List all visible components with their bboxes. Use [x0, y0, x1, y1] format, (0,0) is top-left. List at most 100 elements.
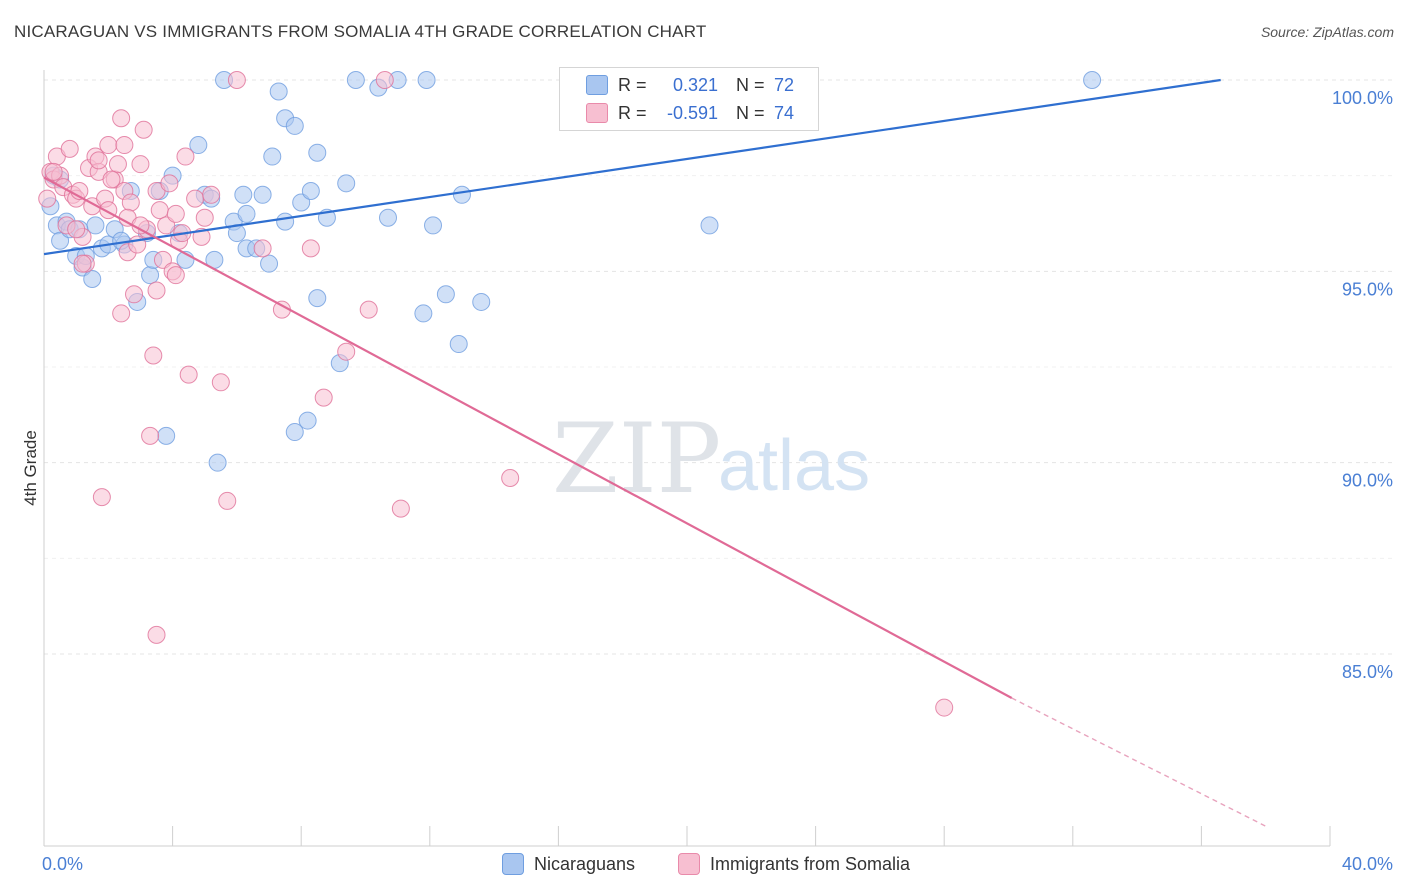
data-point	[112, 304, 131, 323]
data-point	[211, 373, 230, 392]
data-point	[1083, 71, 1102, 89]
data-point	[700, 216, 719, 235]
legend-row-nicaraguans: R = 0.321 N = 72	[560, 72, 794, 98]
data-point	[160, 174, 179, 193]
legend-label: Nicaraguans	[534, 853, 636, 874]
data-point	[253, 239, 272, 258]
data-point	[144, 346, 163, 365]
data-point	[391, 499, 410, 518]
legend-swatch-blue	[502, 853, 524, 875]
y-axis-title: 4th Grade	[21, 430, 40, 506]
data-point	[89, 151, 108, 170]
data-point	[51, 231, 70, 250]
legend-item-somalia[interactable]: Immigrants from Somalia	[678, 853, 910, 875]
legend-item-nicaraguans[interactable]: Nicaraguans	[502, 853, 635, 875]
chart-title: NICARAGUAN VS IMMIGRANTS FROM SOMALIA 4T…	[14, 22, 707, 41]
data-point	[157, 426, 176, 445]
axes	[43, 70, 1331, 847]
trend-line-extension	[1011, 697, 1267, 827]
data-point	[134, 120, 153, 139]
data-point	[298, 411, 317, 430]
data-point	[141, 266, 160, 285]
data-point	[414, 304, 433, 323]
data-point	[150, 201, 169, 220]
stats-legend: R = 0.321 N = 72 R = -0.591 N = 74	[559, 67, 819, 131]
x-tick-label: 0.0%	[42, 854, 83, 874]
data-point	[436, 285, 455, 304]
data-point	[218, 491, 237, 510]
data-point	[108, 155, 127, 174]
y-tick-label: 100.0%	[1332, 88, 1393, 108]
data-point	[195, 208, 214, 227]
data-point	[83, 269, 102, 288]
data-point	[189, 136, 208, 155]
data-point	[237, 204, 256, 223]
data-point	[157, 216, 176, 235]
trend-line	[43, 78, 1221, 256]
data-point	[501, 468, 520, 487]
series-somalia	[38, 71, 954, 717]
data-point	[935, 698, 954, 717]
data-point	[44, 162, 63, 181]
legend-n-value: 72	[774, 74, 795, 95]
data-point	[186, 189, 205, 208]
legend-swatch-blue	[586, 75, 608, 95]
data-point	[301, 239, 320, 258]
data-point	[112, 109, 131, 128]
y-tick-label: 90.0%	[1342, 471, 1393, 491]
data-point	[141, 426, 160, 445]
data-point	[166, 204, 185, 223]
data-point	[285, 116, 304, 135]
data-point	[147, 281, 166, 300]
data-point	[308, 143, 327, 162]
data-point	[472, 292, 491, 311]
data-point	[92, 488, 111, 507]
data-point	[263, 147, 282, 166]
legend-row-somalia: R = -0.591 N = 74	[560, 100, 794, 126]
source-label: Source: ZipAtlas.com	[1260, 24, 1394, 40]
data-point	[424, 216, 443, 235]
data-point	[253, 185, 272, 204]
data-point	[131, 155, 150, 174]
data-point	[121, 193, 140, 212]
data-point	[269, 82, 288, 101]
watermark-atlas: atlas	[718, 426, 870, 506]
data-point	[115, 136, 134, 155]
data-point	[99, 136, 118, 155]
data-point	[346, 71, 365, 89]
data-point	[301, 181, 320, 200]
legend-n-label: N =	[736, 102, 765, 123]
legend-r-label: R =	[618, 74, 647, 95]
data-point	[292, 193, 311, 212]
y-tick-label: 85.0%	[1342, 662, 1393, 682]
data-points	[38, 71, 1102, 717]
watermark: ZIP atlas	[552, 403, 870, 515]
data-point	[153, 250, 172, 269]
legend-r-label: R =	[618, 102, 647, 123]
data-point	[417, 71, 436, 89]
data-point	[208, 453, 227, 472]
data-point	[379, 208, 398, 227]
trend-lines	[43, 78, 1267, 827]
data-point	[359, 300, 378, 319]
legend-n-label: N =	[736, 74, 765, 95]
data-point	[314, 388, 333, 407]
y-tick-labels: 100.0% 95.0% 90.0% 85.0%	[1332, 88, 1393, 682]
data-point	[125, 285, 144, 304]
data-point	[285, 423, 304, 442]
data-point	[308, 289, 327, 308]
legend-n-value: 74	[774, 102, 795, 123]
x-tick-labels: 0.0% 40.0%	[42, 854, 1393, 874]
data-point	[449, 335, 468, 354]
data-point	[176, 147, 195, 166]
data-point	[166, 266, 185, 285]
trend-line	[43, 176, 1013, 699]
data-point	[276, 212, 295, 231]
data-point	[375, 71, 394, 89]
legend-r-value: -0.591	[666, 102, 718, 123]
data-point	[227, 71, 246, 89]
series-legend: Nicaraguans Immigrants from Somalia	[0, 853, 1406, 877]
legend-swatch-pink	[586, 103, 608, 123]
y-tick-label: 95.0%	[1342, 279, 1393, 299]
